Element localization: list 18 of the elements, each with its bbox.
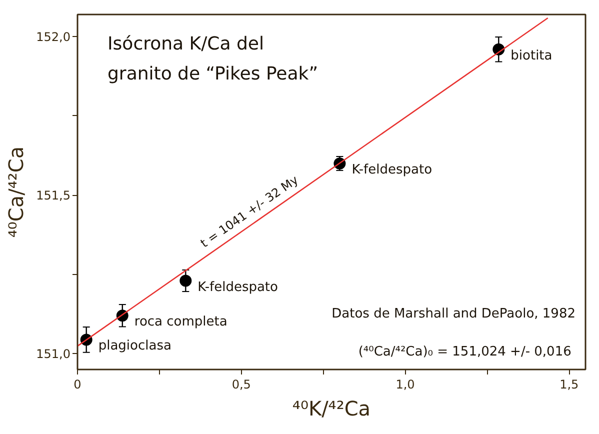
annotation: K-feldespato: [352, 162, 432, 178]
x-tick-label: 0: [74, 378, 82, 392]
y-axis-title: ⁴⁰Ca/⁴²Ca: [4, 146, 28, 238]
annotation: K-feldespato: [198, 280, 278, 295]
text: Isócrona K/Ca del granito de “Pikes Peak”: [108, 34, 318, 84]
y-tick-label: 151,0: [36, 347, 71, 362]
annotation: plagioclasa: [98, 338, 172, 354]
x-axis-title: ⁴⁰K/⁴²Ca: [292, 396, 371, 420]
y-tick-label: 151,5: [36, 188, 71, 203]
annotation: biotita: [510, 48, 552, 64]
x-tick-label: 1,5: [560, 378, 579, 392]
x-tick-label: 1,0: [396, 378, 415, 392]
x-tick-label: 0,5: [232, 378, 251, 392]
y-tick-label: 152,0: [36, 30, 71, 44]
annotation: (⁴⁰Ca/⁴²Ca)₀ = 151,024 +/- 0,016: [358, 344, 572, 360]
annotation: Datos de Marshall and DePaolo, 1982: [332, 306, 576, 322]
point: [180, 274, 192, 287]
annotation: roca completa: [134, 314, 228, 330]
